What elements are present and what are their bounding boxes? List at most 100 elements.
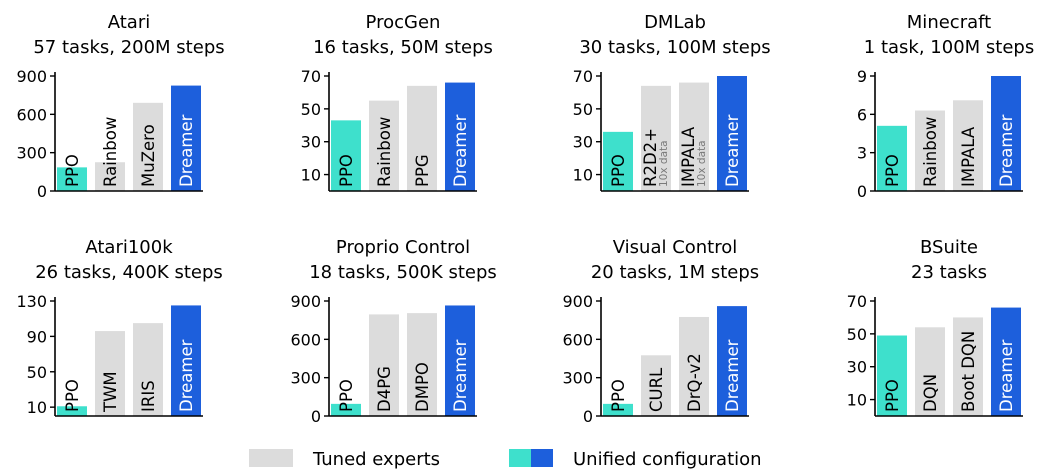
y-tick-label-procgen-50: 50 (301, 100, 321, 119)
bar-procgen-rainbow (369, 100, 399, 191)
y-tick-label-proprio-control-900: 900 (290, 292, 321, 311)
bar-visual-control-drq-v2 (679, 316, 709, 416)
bar-label-dmlab-ppo: PPO (609, 154, 628, 187)
bar-label-minecraft-ppo: PPO (883, 154, 902, 187)
bar-label-bsuite-dqn: DQN (921, 374, 940, 412)
bar-label-proprio-control-d4pg: D4PG (375, 366, 394, 412)
y-tick-label-bsuite-30: 30 (847, 358, 867, 377)
panel-subtitle-procgen: 16 tasks, 50M steps (313, 37, 493, 58)
bar-atari-dreamer (171, 85, 201, 191)
y-tick-label-bsuite-10: 10 (847, 391, 867, 410)
bar-label-bsuite-dreamer: Dreamer (997, 339, 1016, 412)
y-tick-label-atari-300: 300 (16, 144, 47, 163)
bar-label-visual-control-ppo: PPO (609, 379, 628, 412)
y-tick-label-dmlab-10: 10 (573, 166, 593, 185)
bar-label-dmlab-impala: IMPALA (679, 126, 698, 187)
panel-title-atari100k: Atari100k (85, 237, 173, 258)
bar-label-procgen-ppg: PPG (413, 154, 432, 187)
y-tick-label-proprio-control-300: 300 (290, 369, 321, 388)
y-tick-label-atari-600: 600 (16, 105, 47, 124)
panel-atari100k: Atari100k 26 tasks, 400K steps PPO TWM IRIS D… (16, 237, 222, 417)
panel-title-dmlab: DMLab (644, 12, 706, 33)
bar-label-proprio-control-dmpo: DMPO (413, 362, 432, 412)
bar-atari100k-iris (133, 323, 163, 416)
panel-title-visual-control: Visual Control (613, 237, 738, 258)
y-tick-label-visual-control-0: 0 (583, 407, 593, 426)
panel-subtitle-dmlab: 30 tasks, 100M steps (579, 37, 770, 58)
bar-minecraft-rainbow (915, 110, 945, 191)
y-tick-label-atari100k-90: 90 (27, 327, 47, 346)
bar-label-visual-control-dreamer: Dreamer (723, 339, 742, 412)
panel-subtitle-minecraft: 1 task, 100M steps (864, 37, 1034, 58)
bar-label-procgen-rainbow: Rainbow (375, 117, 394, 187)
bar-label-atari-rainbow: Rainbow (101, 117, 120, 187)
y-tick-label-visual-control-600: 600 (562, 330, 593, 349)
bar-procgen-dreamer (445, 82, 475, 191)
legend: Tuned experts Unified configuration (249, 449, 762, 470)
bar-label-minecraft-rainbow: Rainbow (921, 117, 940, 187)
panel-visual-control: Visual Control 20 tasks, 1M steps PPO CURL D… (562, 237, 759, 426)
bar-bsuite-dreamer (991, 307, 1021, 416)
bar-label-atari100k-iris: IRIS (139, 380, 158, 412)
y-tick-label-visual-control-300: 300 (562, 369, 593, 388)
panel-subtitle-bsuite: 23 tasks (911, 262, 987, 283)
bar-label-visual-control-drq-v2: DrQ-v2 (685, 353, 704, 412)
panel-title-minecraft: Minecraft (907, 12, 991, 33)
bar-label-atari-ppo: PPO (63, 154, 82, 187)
panel-title-procgen: ProcGen (366, 12, 441, 33)
bar-label-dmlab-r2d2: R2D2+ (641, 128, 660, 187)
y-tick-label-atari100k-130: 130 (16, 292, 47, 311)
bar-atari-rainbow (95, 162, 125, 191)
legend-swatch-unified-dreamer (531, 449, 553, 467)
bar-label-bsuite-ppo: PPO (883, 379, 902, 412)
bar-proprio-control-dmpo (407, 313, 437, 416)
y-tick-label-visual-control-900: 900 (562, 292, 593, 311)
y-tick-label-procgen-10: 10 (301, 166, 321, 185)
bar-label-dmlab-dreamer: Dreamer (723, 114, 742, 187)
chart-panels: Atari 57 tasks, 200M steps PPO Rainbow MuZer… (16, 12, 1034, 426)
panel-subtitle-atari: 57 tasks, 200M steps (33, 37, 224, 58)
panel-subtitle-proprio-control: 18 tasks, 500K steps (309, 262, 497, 283)
y-tick-label-dmlab-70: 70 (573, 67, 593, 86)
bar-minecraft-ppo (877, 125, 907, 191)
bar-dmlab-dreamer (717, 76, 747, 191)
bar-note-dmlab-r2d2: 10x data (658, 140, 670, 187)
bar-label-procgen-ppo: PPO (337, 154, 356, 187)
y-tick-label-procgen-70: 70 (301, 67, 321, 86)
bar-minecraft-dreamer (991, 76, 1021, 191)
bar-bsuite-boot-dqn (953, 317, 983, 416)
bar-atari-muzero (133, 102, 163, 191)
legend-label-tuned-experts: Tuned experts (312, 449, 440, 470)
bar-dmlab-r2d2 (641, 85, 671, 191)
y-tick-label-minecraft-0: 0 (857, 182, 867, 201)
y-tick-label-bsuite-70: 70 (847, 292, 867, 311)
bar-atari100k-twm (95, 331, 125, 416)
panel-atari: Atari 57 tasks, 200M steps PPO Rainbow MuZer… (16, 12, 224, 201)
bar-dmlab-ppo (603, 131, 633, 191)
y-tick-label-proprio-control-600: 600 (290, 330, 321, 349)
bar-minecraft-impala (953, 100, 983, 191)
panel-subtitle-visual-control: 20 tasks, 1M steps (591, 262, 759, 283)
bar-note-dmlab-impala: 10x data (696, 140, 708, 187)
bar-atari100k-dreamer (171, 305, 201, 416)
y-tick-label-bsuite-50: 50 (847, 325, 867, 344)
bar-atari100k-ppo (57, 406, 87, 416)
panel-procgen: ProcGen 16 tasks, 50M steps PPO Rainbow PPG D… (301, 12, 493, 192)
bar-label-atari100k-ppo: PPO (63, 379, 82, 412)
bar-label-proprio-control-ppo: PPO (337, 379, 356, 412)
panel-title-bsuite: BSuite (920, 237, 978, 258)
bar-label-proprio-control-dreamer: Dreamer (451, 339, 470, 412)
bar-label-visual-control-curl: CURL (647, 367, 666, 412)
bar-procgen-ppg (407, 85, 437, 191)
bar-label-atari100k-dreamer: Dreamer (177, 339, 196, 412)
bar-proprio-control-d4pg (369, 314, 399, 416)
panel-subtitle-atari100k: 26 tasks, 400K steps (35, 262, 223, 283)
y-tick-label-minecraft-6: 6 (857, 105, 867, 124)
bar-label-minecraft-impala: IMPALA (959, 126, 978, 187)
y-tick-label-atari100k-50: 50 (27, 363, 47, 382)
bar-visual-control-curl (641, 355, 671, 416)
y-tick-label-minecraft-3: 3 (857, 144, 867, 163)
y-tick-label-atari-0: 0 (37, 182, 47, 201)
